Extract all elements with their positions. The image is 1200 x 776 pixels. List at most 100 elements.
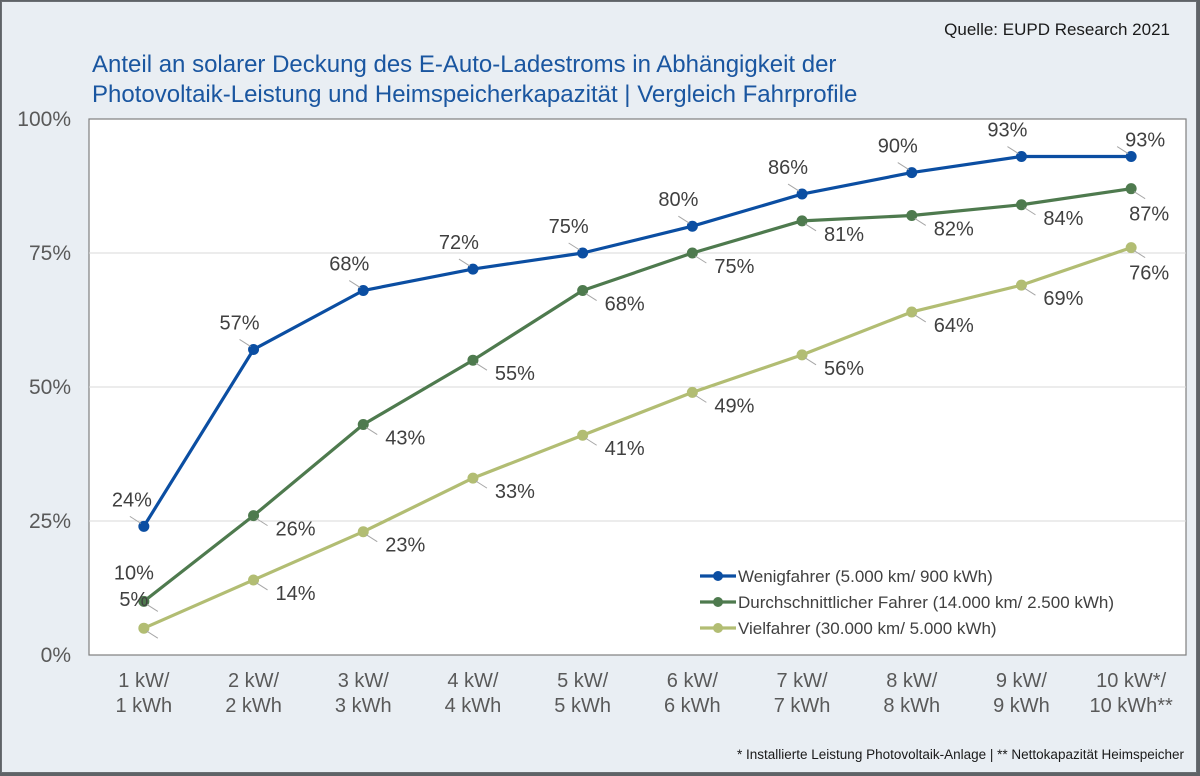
gridlines — [89, 252, 1186, 522]
data-point — [138, 595, 150, 607]
data-label: 10% — [114, 562, 154, 584]
data-point — [1125, 242, 1137, 254]
x-tick-label: 3 kW/3 kWh — [335, 670, 392, 717]
footnote: * Installierte Leistung Photovoltaik-Anl… — [737, 747, 1184, 762]
legend-label: Vielfahrer (30.000 km/ 5.000 kWh) — [738, 619, 997, 638]
series-line — [142, 154, 1132, 528]
x-tick-label: 5 kW/5 kWh — [554, 670, 611, 717]
data-point — [577, 285, 589, 297]
leader-line — [568, 242, 580, 251]
data-point — [796, 349, 808, 361]
leader-line — [146, 630, 159, 639]
x-tick-label: 8 kW/8 kWh — [883, 670, 940, 717]
data-label: 41% — [605, 438, 645, 460]
data-point — [906, 209, 918, 221]
leader-line — [348, 280, 361, 288]
chart-title-line-2: Photovoltaik-Leistung und Heimspeicherka… — [92, 81, 858, 108]
leader-line — [678, 215, 690, 224]
data-point — [796, 188, 808, 200]
leader-line — [585, 293, 597, 301]
data-point — [357, 419, 369, 431]
legend-marker — [713, 571, 723, 581]
leader-line — [1133, 191, 1146, 200]
data-label: 5% — [119, 589, 148, 611]
series-line — [143, 246, 1132, 630]
data-label: 14% — [276, 583, 316, 605]
leader-line — [1133, 250, 1146, 259]
data-point — [577, 247, 589, 259]
data-label: 87% — [1129, 204, 1169, 226]
data-point — [357, 526, 369, 538]
data-label: 33% — [495, 481, 535, 503]
x-tick-label: 9 kW/9 kWh — [993, 670, 1050, 717]
leader-line — [129, 515, 142, 524]
data-point — [248, 343, 260, 355]
data-point — [1125, 151, 1137, 163]
legend: Wenigfahrer (5.000 km/ 900 kWh) Durchschn… — [700, 567, 1114, 638]
x-tick-label: 2 kW/2 kWh — [225, 670, 282, 717]
leader-line — [458, 258, 471, 267]
data-point — [1015, 279, 1027, 291]
leader-line — [804, 223, 817, 232]
x-tick-label: 4 kW/4 kWh — [445, 670, 502, 717]
y-tick-label: 0% — [41, 644, 71, 667]
data-point — [138, 622, 150, 634]
leader-line — [897, 162, 910, 171]
leader-line — [475, 480, 488, 489]
data-point — [906, 167, 918, 179]
data-labels: 24% 57% 68% 72% 75% 80% 86% 90% 93% 93% 10% 26% 43% 5… — [112, 120, 1169, 639]
leader-line — [146, 603, 159, 612]
data-point — [577, 429, 589, 441]
y-axis: 0% 25% 50% 75% 100% — [17, 108, 71, 667]
data-point — [357, 285, 369, 297]
series-line — [142, 187, 1132, 603]
data-label: 49% — [714, 395, 754, 417]
leader-line — [1024, 207, 1036, 216]
data-label: 56% — [824, 358, 864, 380]
leader-line — [1116, 146, 1129, 154]
data-point — [796, 215, 808, 227]
data-point — [1015, 199, 1027, 211]
data-label: 69% — [1043, 288, 1083, 310]
data-point — [1125, 183, 1137, 195]
data-label: 84% — [1043, 208, 1083, 230]
data-point — [1015, 151, 1027, 163]
data-point — [248, 510, 260, 522]
data-point — [138, 520, 150, 532]
data-point — [467, 354, 479, 366]
data-label: 75% — [714, 256, 754, 278]
data-label: 81% — [824, 224, 864, 246]
data-label: 43% — [385, 428, 425, 450]
data-label: 90% — [878, 136, 918, 158]
data-label: 76% — [1129, 263, 1169, 285]
data-label: 26% — [276, 519, 316, 541]
x-axis: 1 kW/1 kWh 2 kW/2 kWh 3 kW/3 kWh 4 kW/4 kWh… — [116, 670, 1174, 717]
leader-line — [804, 357, 817, 366]
data-label: 64% — [934, 315, 974, 337]
leader-line — [256, 518, 268, 527]
x-tick-label: 6 kW/6 kWh — [664, 670, 721, 717]
leader-line — [365, 427, 378, 435]
data-label: 82% — [934, 218, 974, 240]
data-label: 93% — [1125, 130, 1165, 152]
y-tick-label: 75% — [29, 242, 71, 265]
leader-line — [256, 582, 268, 591]
data-point — [467, 472, 479, 484]
data-label: 24% — [112, 489, 152, 511]
leader-line — [365, 534, 378, 543]
legend-label: Wenigfahrer (5.000 km/ 900 kWh) — [738, 567, 993, 586]
y-tick-label: 25% — [29, 510, 71, 533]
data-point — [248, 574, 260, 586]
x-tick-label: 10 kW*/10 kWh** — [1089, 670, 1173, 717]
legend-marker — [713, 623, 723, 633]
leader-line — [585, 437, 597, 446]
data-point — [686, 386, 698, 398]
chart-title: Anteil an solarer Deckung des E-Auto-Lad… — [92, 50, 857, 110]
data-point — [467, 263, 479, 275]
leader-line — [1024, 287, 1036, 296]
data-label: 86% — [768, 157, 808, 179]
chart-title-line-1: Anteil an solarer Deckung des E-Auto-Lad… — [92, 51, 837, 78]
y-tick-label: 50% — [29, 376, 71, 399]
leader-line — [695, 255, 707, 264]
